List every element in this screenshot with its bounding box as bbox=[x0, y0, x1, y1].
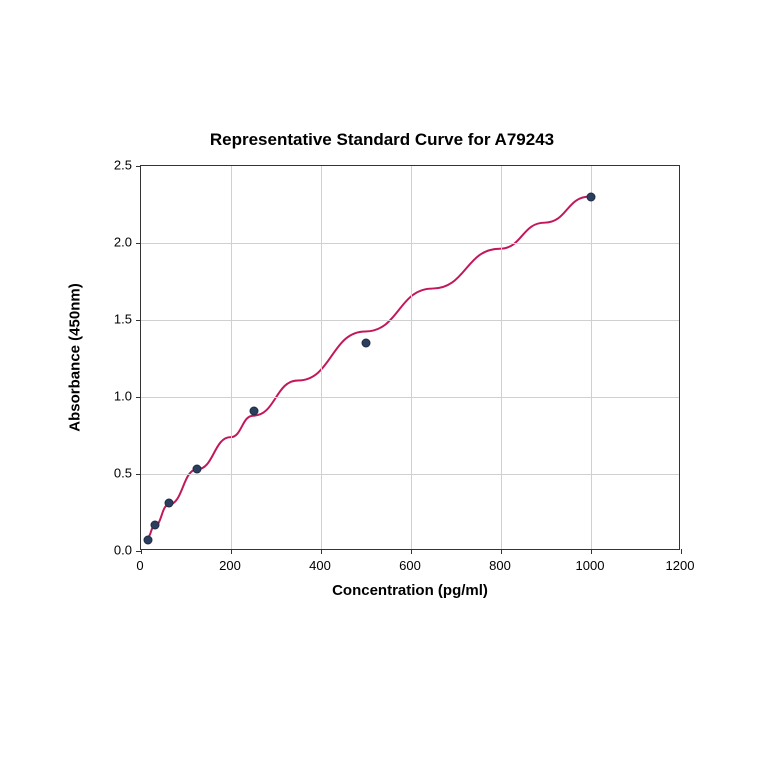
y-axis-label-container: Absorbance (450nm) bbox=[65, 165, 85, 550]
x-tick-label: 600 bbox=[399, 558, 421, 573]
y-tick-label: 0.5 bbox=[92, 466, 132, 481]
y-axis-label: Absorbance (450nm) bbox=[67, 283, 84, 431]
y-tick-label: 2.0 bbox=[92, 235, 132, 250]
chart-title: Representative Standard Curve for A79243 bbox=[0, 130, 764, 150]
grid-line-horizontal bbox=[141, 243, 679, 244]
x-tick-label: 200 bbox=[219, 558, 241, 573]
fitted-curve bbox=[148, 197, 590, 537]
y-tick bbox=[136, 551, 141, 552]
grid-line-horizontal bbox=[141, 474, 679, 475]
data-point bbox=[150, 520, 159, 529]
grid-line-vertical bbox=[231, 166, 232, 549]
data-point bbox=[587, 192, 596, 201]
grid-line-horizontal bbox=[141, 397, 679, 398]
x-tick bbox=[141, 549, 142, 554]
grid-line-vertical bbox=[501, 166, 502, 549]
x-axis-label: Concentration (pg/ml) bbox=[140, 582, 680, 599]
y-tick bbox=[136, 397, 141, 398]
x-tick-label: 1200 bbox=[666, 558, 695, 573]
x-tick bbox=[411, 549, 412, 554]
grid-line-vertical bbox=[321, 166, 322, 549]
x-tick bbox=[501, 549, 502, 554]
grid-line-vertical bbox=[411, 166, 412, 549]
data-point bbox=[249, 406, 258, 415]
x-tick-label: 0 bbox=[136, 558, 143, 573]
y-tick-label: 1.5 bbox=[92, 312, 132, 327]
y-tick bbox=[136, 320, 141, 321]
x-tick bbox=[231, 549, 232, 554]
grid-line-horizontal bbox=[141, 320, 679, 321]
x-tick-label: 1000 bbox=[576, 558, 605, 573]
y-tick-label: 1.0 bbox=[92, 389, 132, 404]
y-tick-label: 0.0 bbox=[92, 543, 132, 558]
curve-svg bbox=[141, 166, 679, 549]
x-tick bbox=[591, 549, 592, 554]
data-point bbox=[143, 536, 152, 545]
y-tick bbox=[136, 243, 141, 244]
x-tick bbox=[321, 549, 322, 554]
data-point bbox=[193, 465, 202, 474]
y-tick bbox=[136, 166, 141, 167]
x-tick bbox=[681, 549, 682, 554]
y-tick-label: 2.5 bbox=[92, 158, 132, 173]
grid-line-vertical bbox=[591, 166, 592, 549]
plot-area bbox=[140, 165, 680, 550]
data-point bbox=[164, 499, 173, 508]
x-tick-label: 800 bbox=[489, 558, 511, 573]
x-tick-label: 400 bbox=[309, 558, 331, 573]
data-point bbox=[362, 339, 371, 348]
y-tick bbox=[136, 474, 141, 475]
